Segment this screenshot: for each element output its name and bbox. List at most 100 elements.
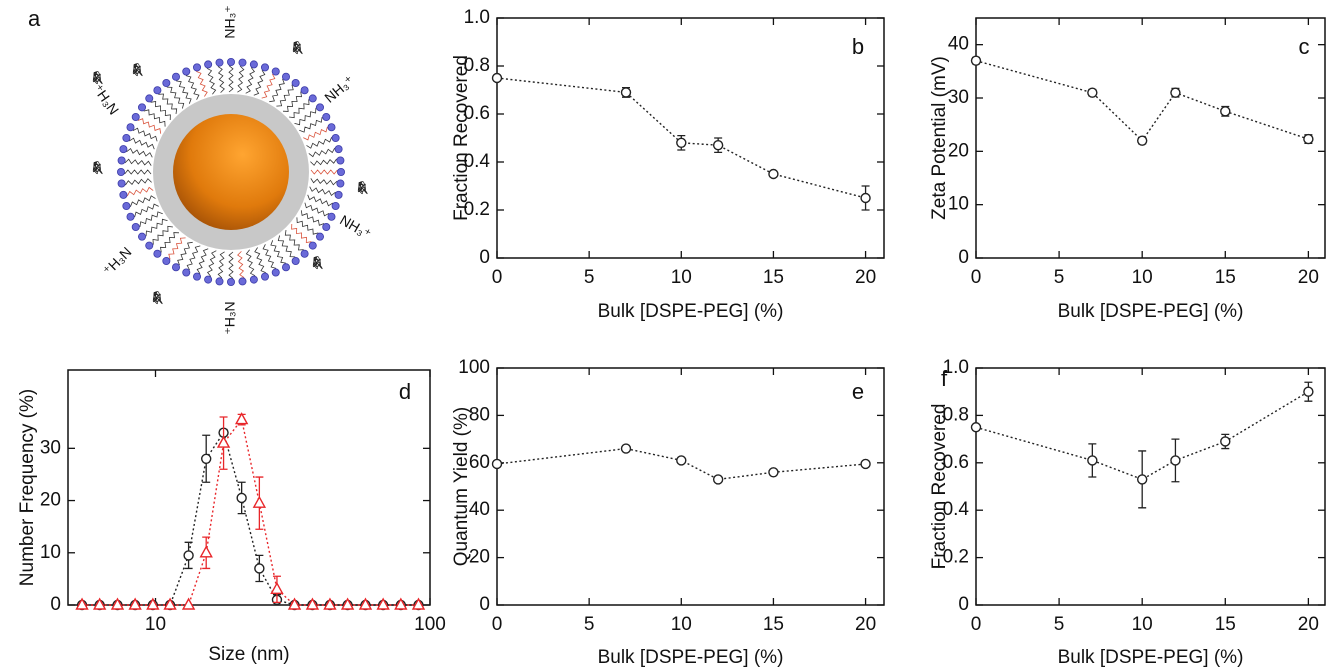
- marker: [75, 597, 89, 610]
- marker: [712, 474, 724, 485]
- lipid-head: [117, 167, 126, 176]
- lipid-head: [336, 156, 345, 165]
- lipid-tail: [310, 169, 338, 175]
- lipid-head: [334, 145, 343, 154]
- lipid-tail: [143, 109, 166, 127]
- marker: [712, 139, 724, 151]
- marker: [252, 495, 267, 508]
- lipid-head: [153, 249, 162, 258]
- schematic: a NH₃⁺ NH₃⁺ NH₃⁺ ⁺H₃N ⁺H₃N ⁺H₃N: [28, 5, 374, 334]
- lipid-head: [308, 241, 317, 250]
- x-tick-label: 10: [671, 267, 692, 288]
- lipid-tail: [206, 67, 217, 95]
- lipid-head: [193, 272, 202, 281]
- y-tick-label: 0.8: [464, 55, 490, 76]
- lipid-tail: [134, 203, 159, 218]
- lipid-tail: [294, 107, 317, 126]
- lipid-head: [138, 232, 147, 241]
- lipid-tail: [269, 78, 285, 103]
- y-tick-label: 10: [40, 542, 61, 563]
- lipid-tail: [289, 99, 310, 119]
- lipid-tail: [196, 248, 209, 275]
- y-tick-label: 20: [948, 140, 969, 161]
- lipid-tail: [132, 127, 158, 142]
- lipid-head: [131, 222, 140, 231]
- y-tick-label: 20: [40, 490, 61, 511]
- x-axis-label: Size (nm): [208, 644, 289, 665]
- y-tick-label: 0.8: [943, 404, 969, 425]
- peg-coil: [152, 291, 163, 305]
- marker: [234, 412, 249, 425]
- lipid-head: [126, 123, 135, 132]
- lipid-tail: [284, 230, 304, 251]
- marker: [1220, 436, 1231, 447]
- x-tick-label: 0: [971, 614, 982, 635]
- y-tick-label: 0: [958, 247, 969, 268]
- x-axis-label: Bulk [DSPE-PEG] (%): [1058, 301, 1244, 322]
- marker: [970, 55, 982, 66]
- peg-coil: [132, 63, 143, 77]
- lipid-head: [322, 113, 331, 122]
- marker: [620, 87, 632, 98]
- lipid-tail: [217, 66, 225, 93]
- lipid-tail: [254, 247, 266, 273]
- panel-label: b: [852, 34, 864, 59]
- marker: [183, 550, 194, 561]
- lipid-tail: [299, 117, 323, 133]
- marker: [199, 545, 213, 558]
- plot-frame: [975, 17, 1326, 259]
- y-axis-label: Quantum Yield (%): [451, 407, 472, 566]
- lipid-head: [238, 277, 247, 286]
- x-tick-label: 15: [1215, 267, 1236, 288]
- lipid-tail: [137, 118, 162, 134]
- lipid-tail: [237, 65, 245, 93]
- amine-label: NH₃⁺: [321, 72, 357, 106]
- series-line: [975, 391, 1309, 481]
- y-tick-label: 30: [948, 87, 969, 108]
- panel-label: c: [1299, 34, 1310, 59]
- marker: [620, 443, 632, 454]
- y-tick-label: 0.2: [464, 199, 490, 220]
- lipid-head: [182, 268, 191, 277]
- lipid-tail: [196, 71, 208, 97]
- lipid-head: [331, 201, 340, 210]
- lipid-head: [315, 232, 324, 241]
- marker: [92, 597, 107, 610]
- plot-frame: [975, 367, 1326, 606]
- panel-label: f: [941, 366, 948, 391]
- marker: [1136, 474, 1148, 485]
- y-axis-label: Fraction Recovered: [929, 404, 950, 570]
- lipid-tail: [166, 86, 185, 109]
- marker: [768, 168, 779, 180]
- x-tick-label: 20: [855, 267, 876, 288]
- marker: [323, 597, 337, 610]
- marker: [236, 492, 247, 504]
- plot-frame: [67, 369, 431, 606]
- x-tick-label: 10: [145, 614, 166, 635]
- panel-label: a: [28, 6, 41, 31]
- y-tick-label: 0.6: [464, 103, 490, 124]
- lipid-head: [281, 72, 290, 81]
- marker: [1087, 455, 1098, 466]
- y-tick-label: 1.0: [943, 357, 969, 378]
- marker: [128, 597, 142, 610]
- y-tick-label: 40: [948, 34, 969, 55]
- lipid-head: [122, 201, 131, 210]
- y-tick-label: 10: [948, 194, 969, 215]
- x-tick-label: 20: [1298, 614, 1319, 635]
- series-line: [975, 60, 1309, 142]
- lipid-head: [204, 275, 213, 284]
- lipid-head: [215, 277, 224, 286]
- lipid-tail: [237, 251, 245, 278]
- lipid-head: [336, 167, 345, 176]
- lipid-head: [171, 263, 180, 272]
- lipid-head: [204, 60, 213, 69]
- y-tick-label: 40: [469, 499, 490, 520]
- lipid-tail: [306, 137, 332, 149]
- marker: [270, 581, 284, 595]
- lipid-head: [153, 86, 162, 95]
- lipid-tail: [128, 137, 155, 150]
- amine-label: NH₃⁺: [337, 212, 374, 243]
- marker: [970, 422, 982, 433]
- x-tick-label: 5: [1054, 267, 1065, 288]
